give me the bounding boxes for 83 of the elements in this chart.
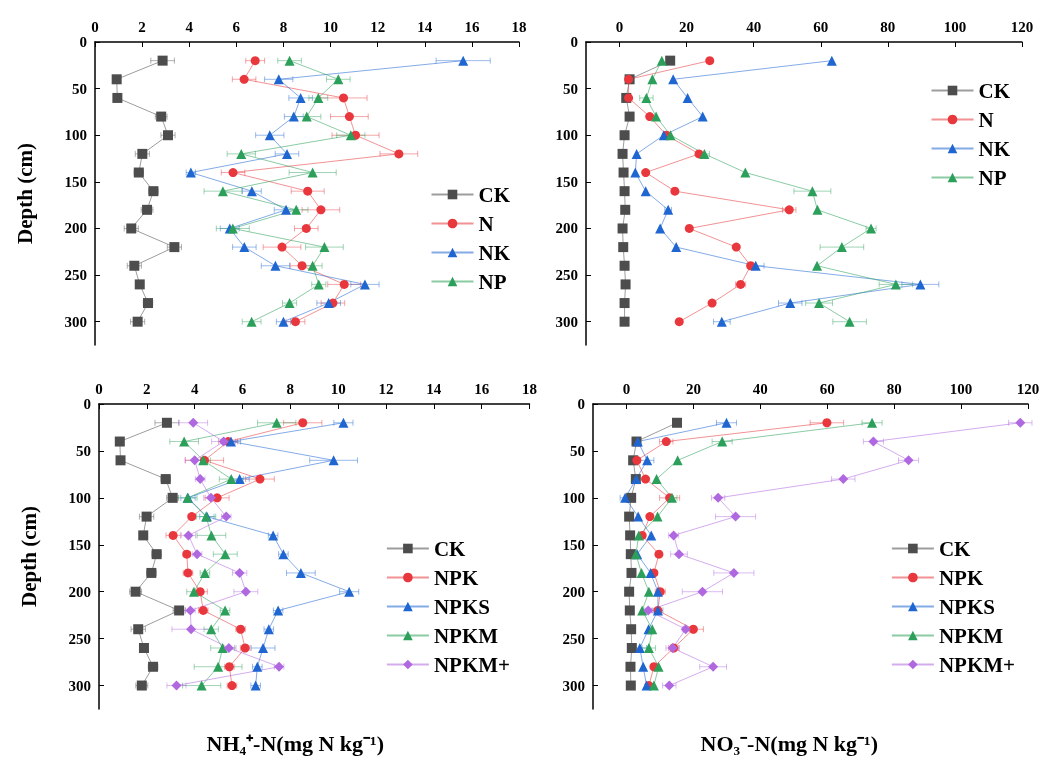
legend-label: NP <box>978 165 1007 190</box>
x-axis-title: NO₃⁻-N(mg N kg⁻¹) <box>700 730 879 756</box>
x-tick-label: 100 <box>943 18 967 35</box>
y-tick-label: 150 <box>64 173 87 190</box>
legend-label: NPK <box>433 565 479 590</box>
y-tick-label: 100 <box>555 127 578 144</box>
y-axis-title: Depth (cm) <box>16 506 41 607</box>
y-tick-label: 250 <box>555 267 578 284</box>
y-tick-label: 200 <box>562 583 585 600</box>
y-tick-label: 0 <box>577 396 585 412</box>
y-tick-label: 200 <box>555 220 578 237</box>
x-tick-label: 0 <box>622 380 631 397</box>
y-tick-label: 100 <box>64 127 87 144</box>
y-tick-label: 250 <box>562 630 585 647</box>
x-tick-label: 14 <box>426 380 442 397</box>
y-tick-label: 250 <box>64 267 87 284</box>
x-tick-label: 14 <box>417 18 433 35</box>
legend-label: CK <box>433 536 467 561</box>
x-tick-label: 12 <box>378 380 394 397</box>
legend-label: NPK <box>938 565 984 590</box>
x-tick-label: 0 <box>615 18 624 35</box>
x-tick-label: 12 <box>370 18 386 35</box>
legend-label: NPKM+ <box>938 652 1016 677</box>
x-tick-label: 10 <box>323 18 339 35</box>
legend-label: NPKM <box>433 623 499 648</box>
y-axis-title: Depth (cm) <box>12 143 37 244</box>
y-tick-label: 0 <box>83 396 91 412</box>
x-tick-label: 80 <box>880 18 896 35</box>
x-tick-label: 40 <box>752 380 768 397</box>
x-tick-label: 100 <box>949 380 973 397</box>
x-tick-label: 2 <box>143 380 151 397</box>
x-tick-label: 20 <box>679 18 695 35</box>
y-tick-label: 250 <box>68 630 91 647</box>
x-tick-label: 2 <box>138 18 146 35</box>
legend-label: NK <box>478 240 511 265</box>
y-tick-label: 50 <box>72 80 87 97</box>
x-tick-label: 120 <box>1016 380 1040 397</box>
legend-label: NP <box>478 269 507 294</box>
legend-label: N <box>478 211 494 236</box>
y-tick-label: 100 <box>562 489 585 506</box>
legend-label: CK <box>938 536 972 561</box>
x-tick-label: 18 <box>522 380 537 397</box>
legend-label: NPKM <box>938 623 1004 648</box>
y-tick-label: 150 <box>562 536 585 553</box>
legend-label: CK <box>478 182 511 207</box>
x-tick-label: 60 <box>813 18 829 35</box>
x-tick-label: 20 <box>685 380 701 397</box>
x-tick-label: 0 <box>95 380 103 397</box>
x-tick-label: 8 <box>286 380 295 397</box>
y-tick-label: 200 <box>68 583 91 600</box>
legend-label: NPKS <box>433 594 490 619</box>
y-tick-label: 150 <box>555 173 578 190</box>
x-tick-label: 16 <box>474 380 490 397</box>
legend-label: NK <box>978 136 1011 161</box>
y-tick-label: 300 <box>64 313 87 330</box>
x-tick-label: 6 <box>232 18 241 35</box>
x-tick-label: 80 <box>886 380 902 397</box>
y-tick-label: 150 <box>68 536 91 553</box>
y-tick-label: 50 <box>570 442 585 459</box>
x-tick-label: 40 <box>746 18 762 35</box>
x-tick-label: 6 <box>238 380 247 397</box>
x-tick-label: 60 <box>819 380 835 397</box>
x-tick-label: 4 <box>190 380 199 397</box>
y-tick-label: 200 <box>64 220 87 237</box>
x-tick-label: 18 <box>511 18 527 35</box>
y-tick-label: 300 <box>562 677 585 694</box>
y-tick-label: 50 <box>76 442 91 459</box>
x-tick-label: 10 <box>330 380 346 397</box>
y-tick-label: 0 <box>570 34 578 50</box>
x-axis-title: NH₄⁺-N(mg N kg⁻¹) <box>206 730 385 756</box>
x-tick-label: 16 <box>464 18 480 35</box>
legend-label: N <box>978 107 994 132</box>
x-tick-label: 120 <box>1010 18 1034 35</box>
x-tick-label: 8 <box>279 18 288 35</box>
legend-label: NPKM+ <box>433 652 511 677</box>
y-tick-label: 0 <box>79 34 87 50</box>
y-tick-label: 100 <box>68 489 91 506</box>
legend-label: NPKS <box>938 594 995 619</box>
x-tick-label: 4 <box>185 18 194 35</box>
y-tick-label: 300 <box>68 677 91 694</box>
y-tick-label: 50 <box>563 80 578 97</box>
y-tick-label: 300 <box>555 313 578 330</box>
legend-label: CK <box>978 78 1011 103</box>
